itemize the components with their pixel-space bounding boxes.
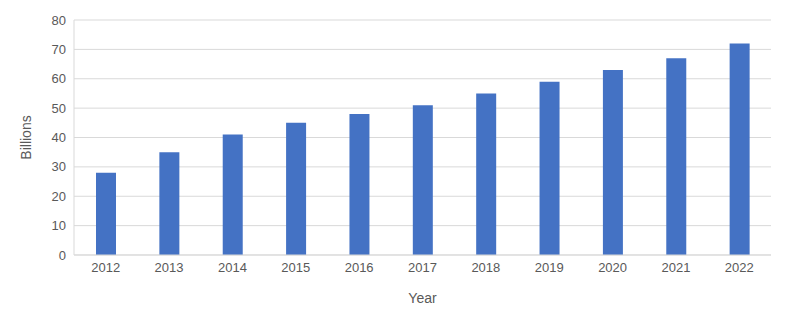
svg-text:2019: 2019: [535, 260, 564, 275]
svg-text:Billions: Billions: [18, 115, 34, 159]
svg-text:2022: 2022: [725, 260, 754, 275]
svg-text:2015: 2015: [281, 260, 310, 275]
svg-text:40: 40: [52, 130, 66, 145]
svg-text:60: 60: [52, 71, 66, 86]
svg-text:2018: 2018: [471, 260, 500, 275]
svg-text:2012: 2012: [91, 260, 120, 275]
svg-text:Year: Year: [408, 290, 437, 306]
svg-text:2016: 2016: [345, 260, 374, 275]
svg-text:2021: 2021: [661, 260, 690, 275]
svg-text:80: 80: [52, 13, 66, 28]
svg-text:20: 20: [52, 189, 66, 204]
svg-text:2017: 2017: [408, 260, 437, 275]
svg-text:2020: 2020: [598, 260, 627, 275]
svg-text:70: 70: [52, 42, 66, 57]
svg-text:10: 10: [52, 218, 66, 233]
svg-text:50: 50: [52, 101, 66, 116]
svg-text:30: 30: [52, 159, 66, 174]
svg-text:0: 0: [59, 248, 66, 263]
svg-text:2014: 2014: [218, 260, 247, 275]
svg-text:2013: 2013: [155, 260, 184, 275]
